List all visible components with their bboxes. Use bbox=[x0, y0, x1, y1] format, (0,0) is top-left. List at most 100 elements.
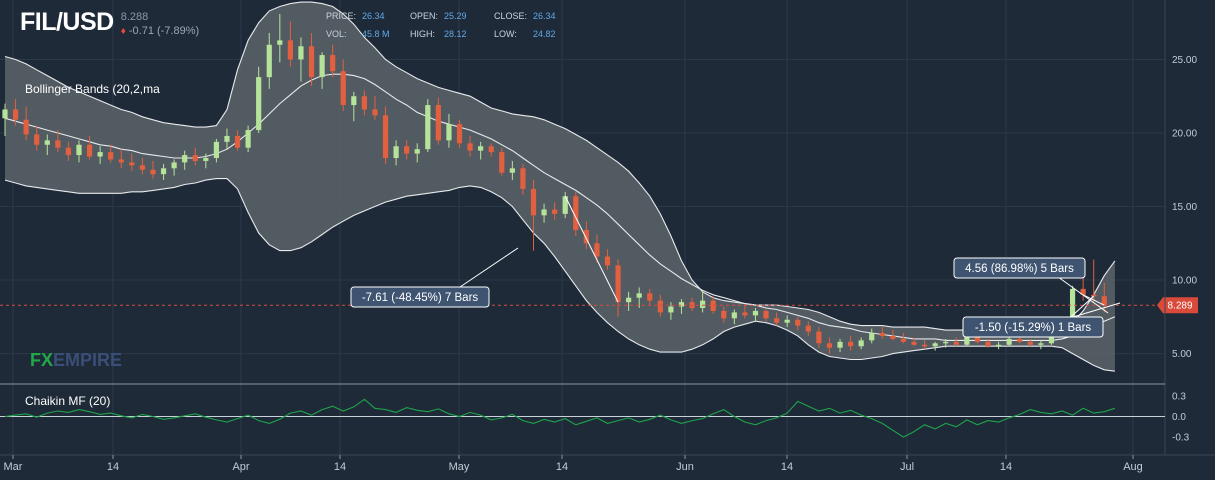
candle-body-99 bbox=[1048, 334, 1055, 344]
candle-body-70 bbox=[742, 312, 748, 316]
candle-body-84 bbox=[890, 335, 896, 339]
candle-body-63 bbox=[668, 306, 674, 313]
x-tick-5: 14 bbox=[556, 461, 568, 473]
candle-body-86 bbox=[911, 341, 917, 345]
current-price-label: 8.289 bbox=[1167, 301, 1192, 312]
candle-body-20 bbox=[213, 141, 219, 158]
candle-body-19 bbox=[203, 158, 209, 161]
candle-body-98 bbox=[1038, 343, 1044, 345]
candle-body-2 bbox=[23, 119, 29, 135]
candle-body-1 bbox=[12, 109, 19, 120]
low-label: LOW: bbox=[494, 29, 517, 39]
candle-body-13 bbox=[139, 165, 146, 170]
candle-body-69 bbox=[731, 312, 737, 319]
candle-body-64 bbox=[678, 302, 685, 307]
candle-body-57 bbox=[604, 256, 611, 266]
symbol-header: FIL/USD 8.288 ♦ -0.71 (-7.89%) bbox=[20, 8, 199, 39]
y-tick-0: 25.00 bbox=[1172, 55, 1197, 66]
candle-body-102 bbox=[1080, 288, 1086, 295]
candle-body-3 bbox=[34, 134, 40, 145]
y-tick-2: 15.00 bbox=[1172, 202, 1197, 213]
open-value: 25.29 bbox=[444, 11, 467, 21]
candle-body-31 bbox=[330, 55, 336, 72]
candle-body-46 bbox=[488, 146, 494, 153]
candle-body-101 bbox=[1069, 288, 1076, 322]
x-tick-8: Jul bbox=[900, 461, 914, 473]
candle-body-24 bbox=[256, 77, 262, 131]
candle-body-35 bbox=[372, 109, 378, 116]
y-tick-1: 20.00 bbox=[1172, 129, 1197, 140]
price-change: -0.71 (-7.89%) bbox=[128, 25, 200, 37]
measure-label-2: -1.50 (-15.29%) 1 Bars bbox=[975, 322, 1092, 334]
candle-body-14 bbox=[150, 169, 156, 175]
candle-body-53 bbox=[562, 196, 568, 214]
candle-body-51 bbox=[541, 209, 547, 216]
candle-body-16 bbox=[171, 162, 177, 169]
measure-label-0: -7.61 (-48.45%) 7 Bars bbox=[362, 292, 479, 304]
candle-body-54 bbox=[573, 196, 579, 231]
candle-body-78 bbox=[826, 343, 833, 348]
down-arrow-icon: ♦ bbox=[120, 26, 126, 37]
bollinger-lower-line bbox=[4, 178, 1115, 372]
ohlc-col-2: OPEN: 25.29 HIGH: 28.12 bbox=[410, 11, 467, 39]
candle-body-90 bbox=[953, 341, 959, 345]
x-tick-7: 14 bbox=[781, 461, 793, 473]
candle-body-104 bbox=[1101, 296, 1107, 306]
candle-body-73 bbox=[774, 318, 780, 323]
x-tick-9: 14 bbox=[1000, 461, 1012, 473]
price-label: PRICE: bbox=[326, 11, 357, 21]
high-value: 28.12 bbox=[444, 29, 467, 39]
candle-body-68 bbox=[721, 310, 727, 319]
candle-body-62 bbox=[657, 300, 663, 313]
candle-body-0 bbox=[2, 109, 8, 119]
candle-body-26 bbox=[277, 40, 283, 45]
candle-body-59 bbox=[626, 297, 632, 303]
candle-body-52 bbox=[552, 209, 558, 214]
candle-body-44 bbox=[467, 143, 473, 151]
candle-body-30 bbox=[319, 55, 325, 78]
candle-body-5 bbox=[55, 140, 61, 148]
current-price-tag bbox=[1157, 297, 1198, 314]
close-value: 26.34 bbox=[533, 11, 556, 21]
high-label: HIGH: bbox=[410, 29, 436, 39]
measure-line-2 bbox=[1082, 294, 1105, 306]
bollinger-upper-line bbox=[4, 1, 1116, 331]
candle-body-9 bbox=[97, 152, 103, 157]
candle-body-79 bbox=[837, 341, 843, 348]
candle-body-36 bbox=[382, 115, 389, 158]
candle-body-38 bbox=[404, 146, 410, 154]
symbol-title: FIL/USD bbox=[20, 8, 114, 36]
chaikin-y-tick-1: 0.0 bbox=[1172, 412, 1186, 423]
measure-leader-0 bbox=[459, 247, 519, 288]
candle-body-33 bbox=[351, 96, 357, 106]
y-tick-3: 10.00 bbox=[1172, 276, 1197, 287]
ohlc-col-3: CLOSE: 26.34 LOW: 24.82 bbox=[494, 11, 556, 39]
x-tick-6: Jun bbox=[676, 461, 694, 473]
candle-body-77 bbox=[816, 331, 822, 344]
candle-body-32 bbox=[340, 71, 346, 106]
candle-body-43 bbox=[456, 124, 463, 144]
bollinger-label: Bollinger Bands (20,2,ma bbox=[25, 82, 160, 96]
x-tick-2: Apr bbox=[232, 461, 249, 473]
last-price-block: 8.288 ♦ -0.71 (-7.89%) bbox=[121, 10, 199, 39]
candle-body-74 bbox=[784, 319, 790, 323]
vol-label: VOL: bbox=[326, 29, 347, 39]
candle-body-41 bbox=[435, 105, 441, 141]
candle-body-17 bbox=[182, 155, 188, 163]
y-tick-4: 5.00 bbox=[1172, 349, 1192, 360]
candle-body-34 bbox=[361, 96, 367, 110]
candle-body-22 bbox=[234, 135, 241, 148]
chaikin-line bbox=[4, 398, 1116, 438]
candle-body-28 bbox=[298, 46, 304, 60]
candle-body-71 bbox=[752, 310, 759, 316]
candle-body-11 bbox=[118, 159, 124, 163]
candle-body-80 bbox=[848, 341, 854, 347]
fxempire-logo: FXEMPIRE bbox=[30, 350, 122, 370]
candle-body-49 bbox=[520, 168, 526, 189]
candle-body-25 bbox=[266, 44, 272, 78]
vol-value: 45.8 M bbox=[362, 29, 390, 39]
chaikin-label: Chaikin MF (20) bbox=[25, 394, 110, 408]
candle-body-56 bbox=[594, 243, 600, 257]
